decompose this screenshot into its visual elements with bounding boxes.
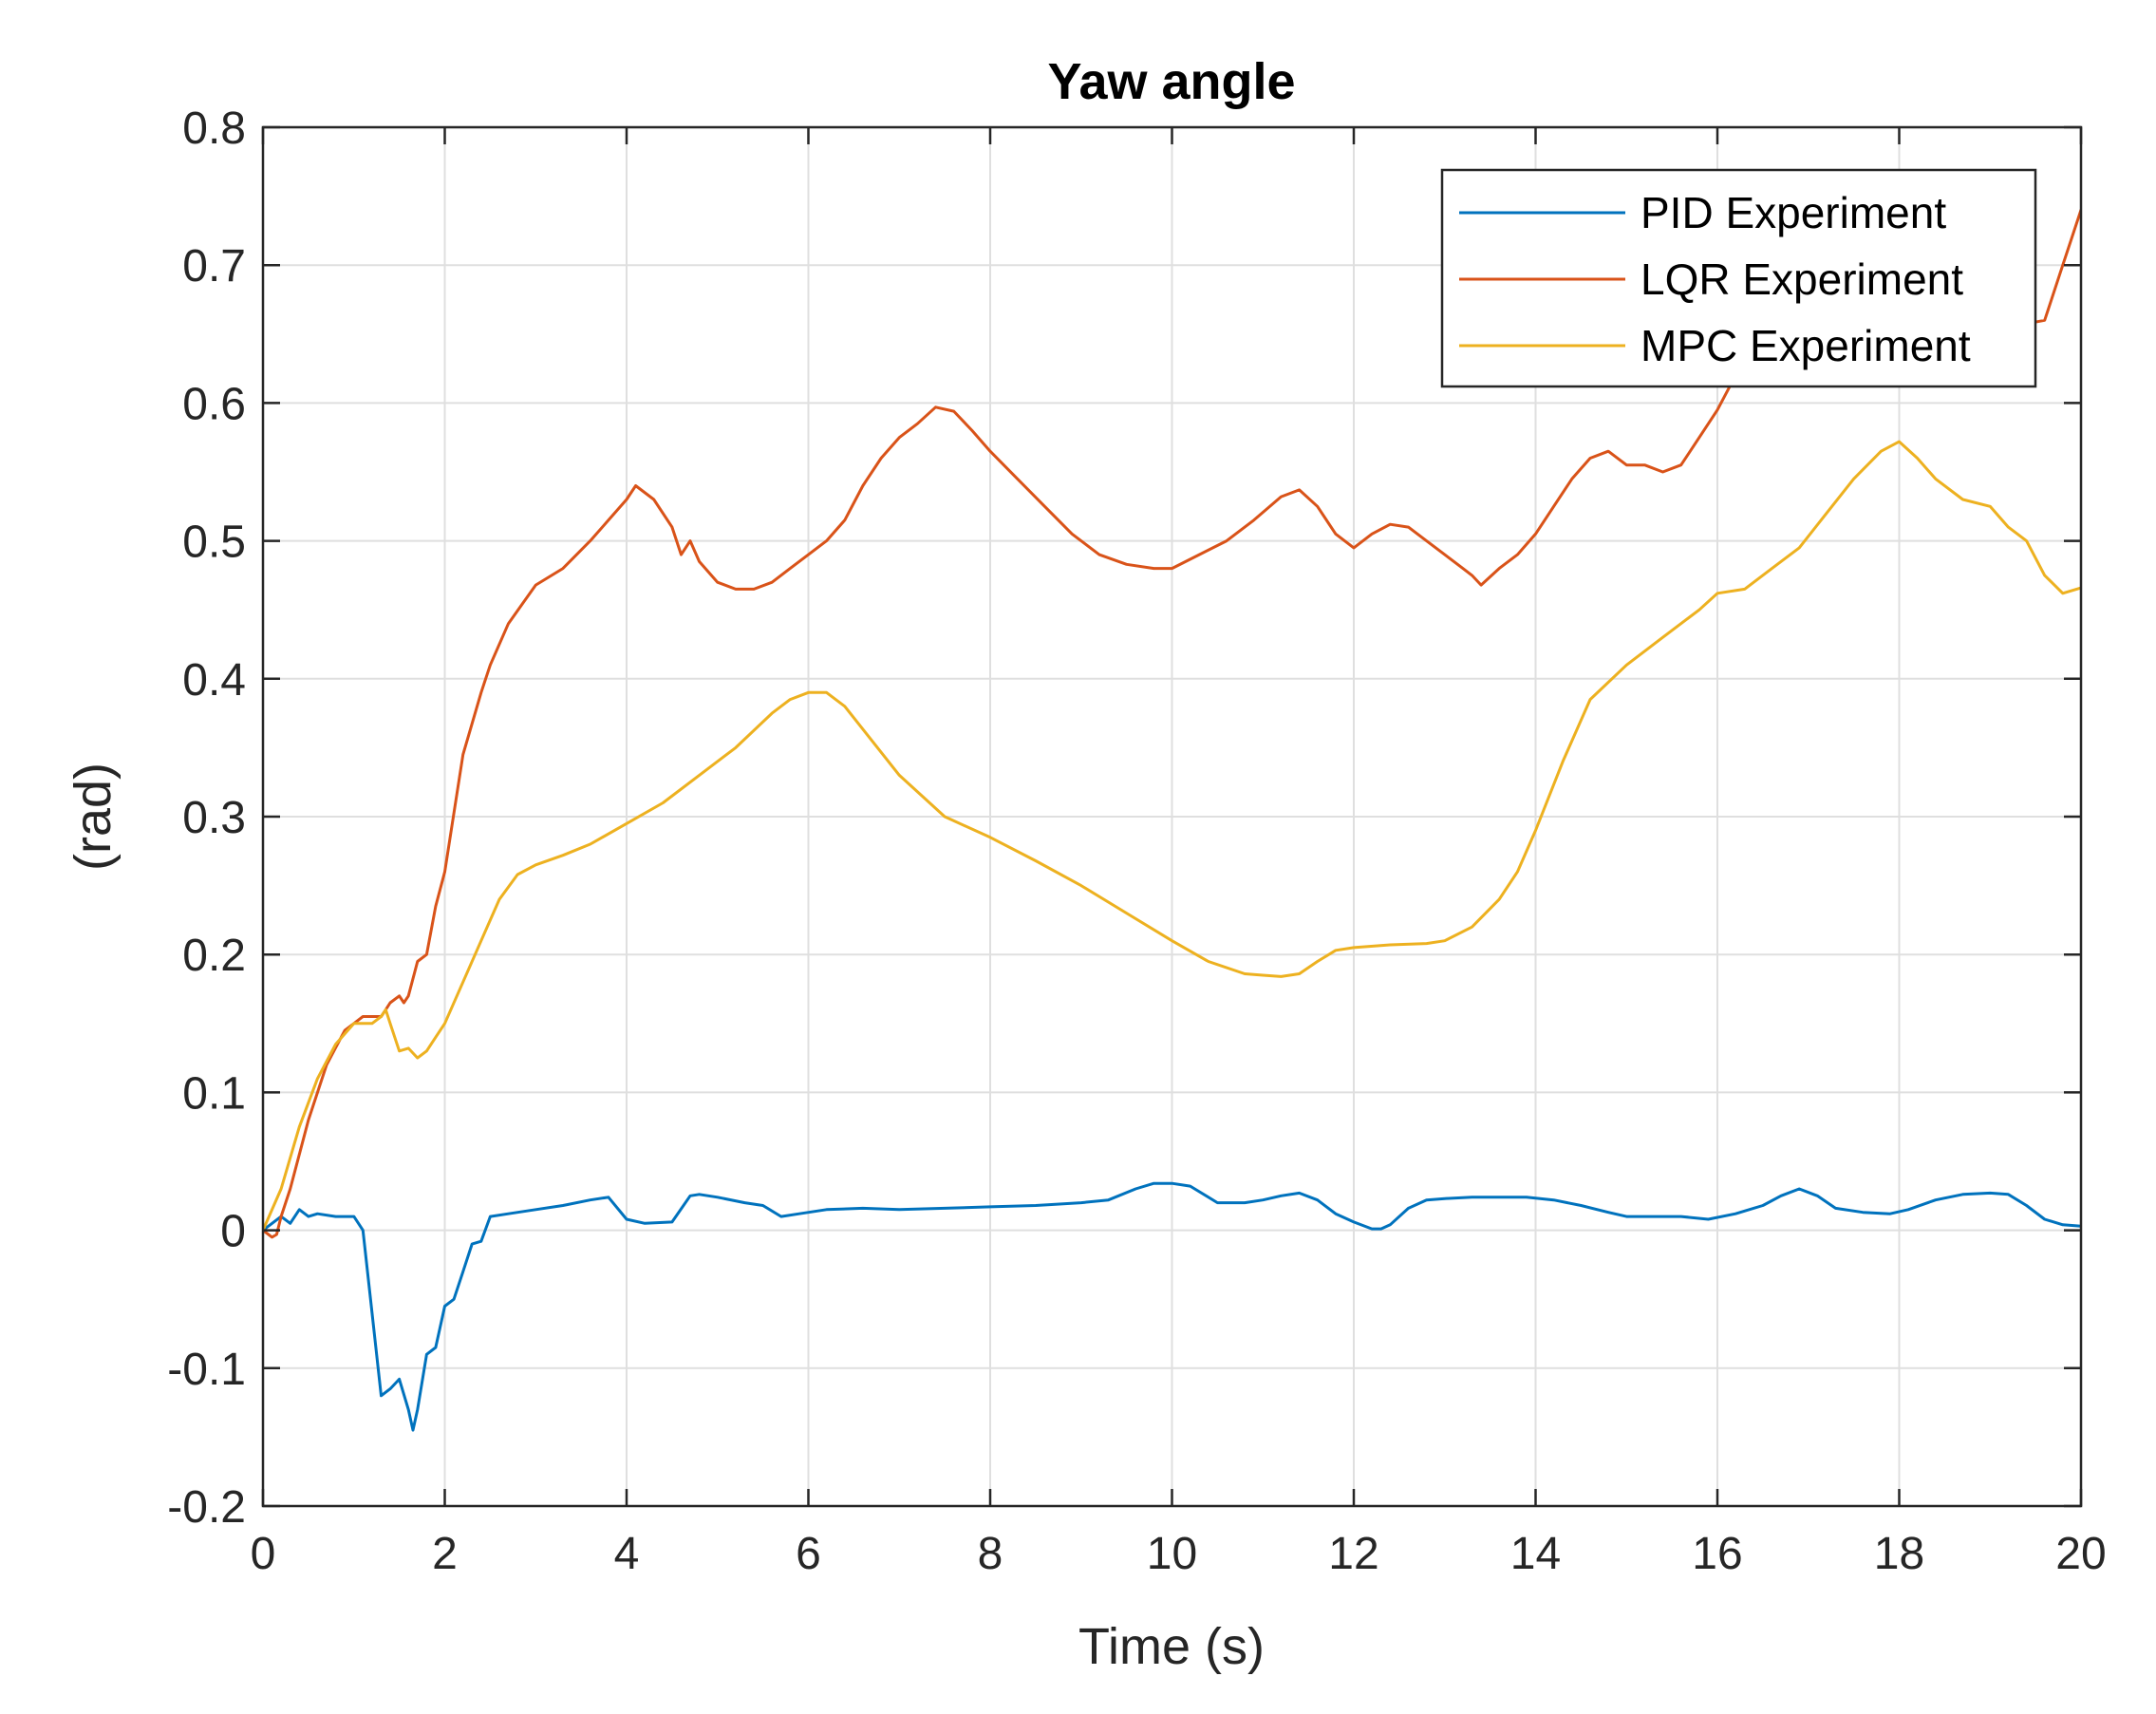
y-tick-label: 0.7 [182,241,246,292]
y-tick-label: 0.8 [182,104,246,154]
y-tick-label: -0.1 [167,1345,246,1395]
series-line-pid [263,1181,2081,1432]
x-axis-label: Time (s) [1078,1618,1265,1675]
series-layer [263,208,2081,1432]
series-line-mpc [263,440,2081,1233]
x-tick-label: 6 [796,1529,821,1579]
x-tick-label: 12 [1328,1529,1378,1579]
legend-label-pid: PID Experiment [1640,188,1946,237]
y-tick-label: 0.5 [182,518,246,568]
y-tick-label: 0.4 [182,655,246,706]
y-axis-label: (rad) [65,763,122,871]
x-tick-label: 8 [978,1529,1003,1579]
x-tick-label: 0 [251,1529,276,1579]
legend-label-mpc: MPC Experiment [1640,321,1971,370]
y-tick-label: 0.1 [182,1068,246,1119]
x-tick-label: 18 [1874,1529,1924,1579]
y-tick-label: 0 [220,1207,246,1257]
x-tick-label: 14 [1510,1529,1561,1579]
x-tick-label: 2 [432,1529,458,1579]
x-tick-label: 16 [1692,1529,1742,1579]
y-tick-label: 0.6 [182,379,246,429]
y-tick-label: 0.3 [182,793,246,843]
x-tick-label: 10 [1147,1529,1197,1579]
x-tick-label: 4 [614,1529,640,1579]
y-tick-label: 0.2 [182,931,246,981]
series-line-lqr [263,208,2081,1239]
legend: PID Experiment LQR Experiment MPC Experi… [1440,168,2037,388]
y-tick-label: -0.2 [167,1482,246,1533]
chart-title: Yaw angle [1047,53,1295,110]
x-tick-label: 20 [2055,1529,2106,1579]
legend-label-lqr: LQR Experiment [1640,254,1963,304]
ticks: 0 2 4 6 8 10 12 14 16 18 20 -0.2 -0.1 0 0.1 0.2 0.3 0.4 0.… [167,104,2106,1579]
